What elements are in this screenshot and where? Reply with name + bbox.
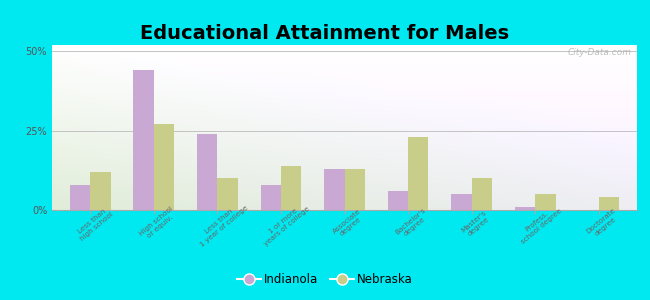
Text: Profess.
school degree: Profess. school degree: [515, 202, 563, 245]
Text: Bachelor's
degree: Bachelor's degree: [394, 207, 431, 241]
Bar: [451, 194, 472, 210]
Text: Educational Attainment for Males: Educational Attainment for Males: [140, 24, 510, 43]
Bar: [281, 166, 301, 210]
Text: Less than
high school: Less than high school: [75, 206, 114, 242]
Bar: [324, 169, 345, 210]
Legend: Indianola, Nebraska: Indianola, Nebraska: [232, 269, 418, 291]
Bar: [261, 184, 281, 210]
Bar: [515, 207, 535, 210]
Bar: [535, 194, 556, 210]
Bar: [197, 134, 217, 210]
Bar: [344, 169, 365, 210]
Text: Associate
degree: Associate degree: [332, 208, 366, 240]
Text: 1 or more
years of college: 1 or more years of college: [259, 201, 311, 248]
Bar: [133, 70, 154, 210]
Bar: [599, 197, 619, 210]
Bar: [217, 178, 238, 210]
Bar: [70, 184, 90, 210]
Bar: [154, 124, 174, 210]
Text: City-Data.com: City-Data.com: [567, 48, 631, 57]
Bar: [90, 172, 110, 210]
Bar: [408, 137, 428, 210]
Bar: [472, 178, 492, 210]
Bar: [388, 191, 408, 210]
Text: High school
or equiv.: High school or equiv.: [138, 206, 178, 242]
Text: Doctorate
degree: Doctorate degree: [585, 207, 621, 241]
Text: Less than
1 year of college: Less than 1 year of college: [194, 200, 249, 248]
Text: Master's
degree: Master's degree: [460, 209, 492, 239]
